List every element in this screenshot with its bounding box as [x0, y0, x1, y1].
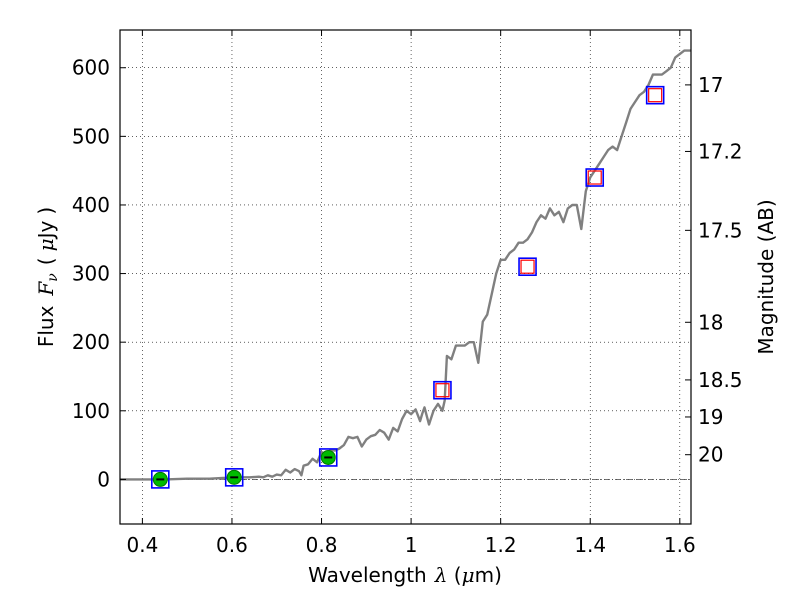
- spectrum-line: [120, 49, 691, 481]
- x-tick-label: 1.2: [485, 533, 517, 557]
- spectrum-line-group: [120, 49, 691, 481]
- blue-square: [585, 168, 605, 187]
- red-square: [435, 383, 450, 398]
- y2-tick-label: 17: [698, 73, 723, 97]
- y2-tick-label: 17.2: [698, 139, 743, 163]
- y2-axis-label: Magnitude (AB): [754, 199, 778, 354]
- ticks-group: [120, 30, 691, 524]
- y-tick-label: 200: [72, 330, 110, 354]
- x-tick-label: 0.6: [216, 533, 248, 557]
- plot-frame: [119, 29, 692, 525]
- y2-tick-label: 18.5: [698, 368, 743, 392]
- y-tick-label: 100: [72, 399, 110, 423]
- y-tick-label: 500: [72, 124, 110, 148]
- blue-square: [151, 470, 170, 489]
- y-tick-label: 0: [97, 467, 110, 491]
- red-square: [520, 259, 535, 274]
- x-tick-label: 1.4: [574, 533, 606, 557]
- blue-square: [518, 257, 537, 277]
- x-axis-label: Wavelength λ (μm): [308, 563, 502, 587]
- y2-tick-label: 20: [698, 443, 723, 467]
- y2-tick-label: 18: [698, 310, 723, 334]
- y2-tick-label: 19: [698, 405, 723, 429]
- y-axis-label: FluxFν(μJy): [34, 207, 61, 347]
- blue-square: [433, 380, 452, 400]
- tick-labels-group: 0.4 0.6 0.8 1 1.2 1.4 1.6 0 100 200 300 400 500 600 17…: [72, 56, 743, 557]
- x-tick-label: 1: [405, 533, 418, 557]
- blue-square: [224, 468, 244, 487]
- x-tick-label: 0.4: [126, 533, 158, 557]
- y2-tick-label: 17.5: [698, 218, 743, 242]
- red-square: [587, 170, 602, 185]
- markers-group: [151, 85, 665, 489]
- y-tick-label: 300: [72, 262, 110, 286]
- y-tick-label: 600: [72, 56, 110, 80]
- x-tick-label: 1.6: [664, 533, 696, 557]
- blue-square: [318, 448, 338, 467]
- blue-square: [645, 85, 665, 105]
- y-tick-label: 400: [72, 193, 110, 217]
- x-tick-label: 0.8: [306, 533, 338, 557]
- red-square: [648, 88, 663, 103]
